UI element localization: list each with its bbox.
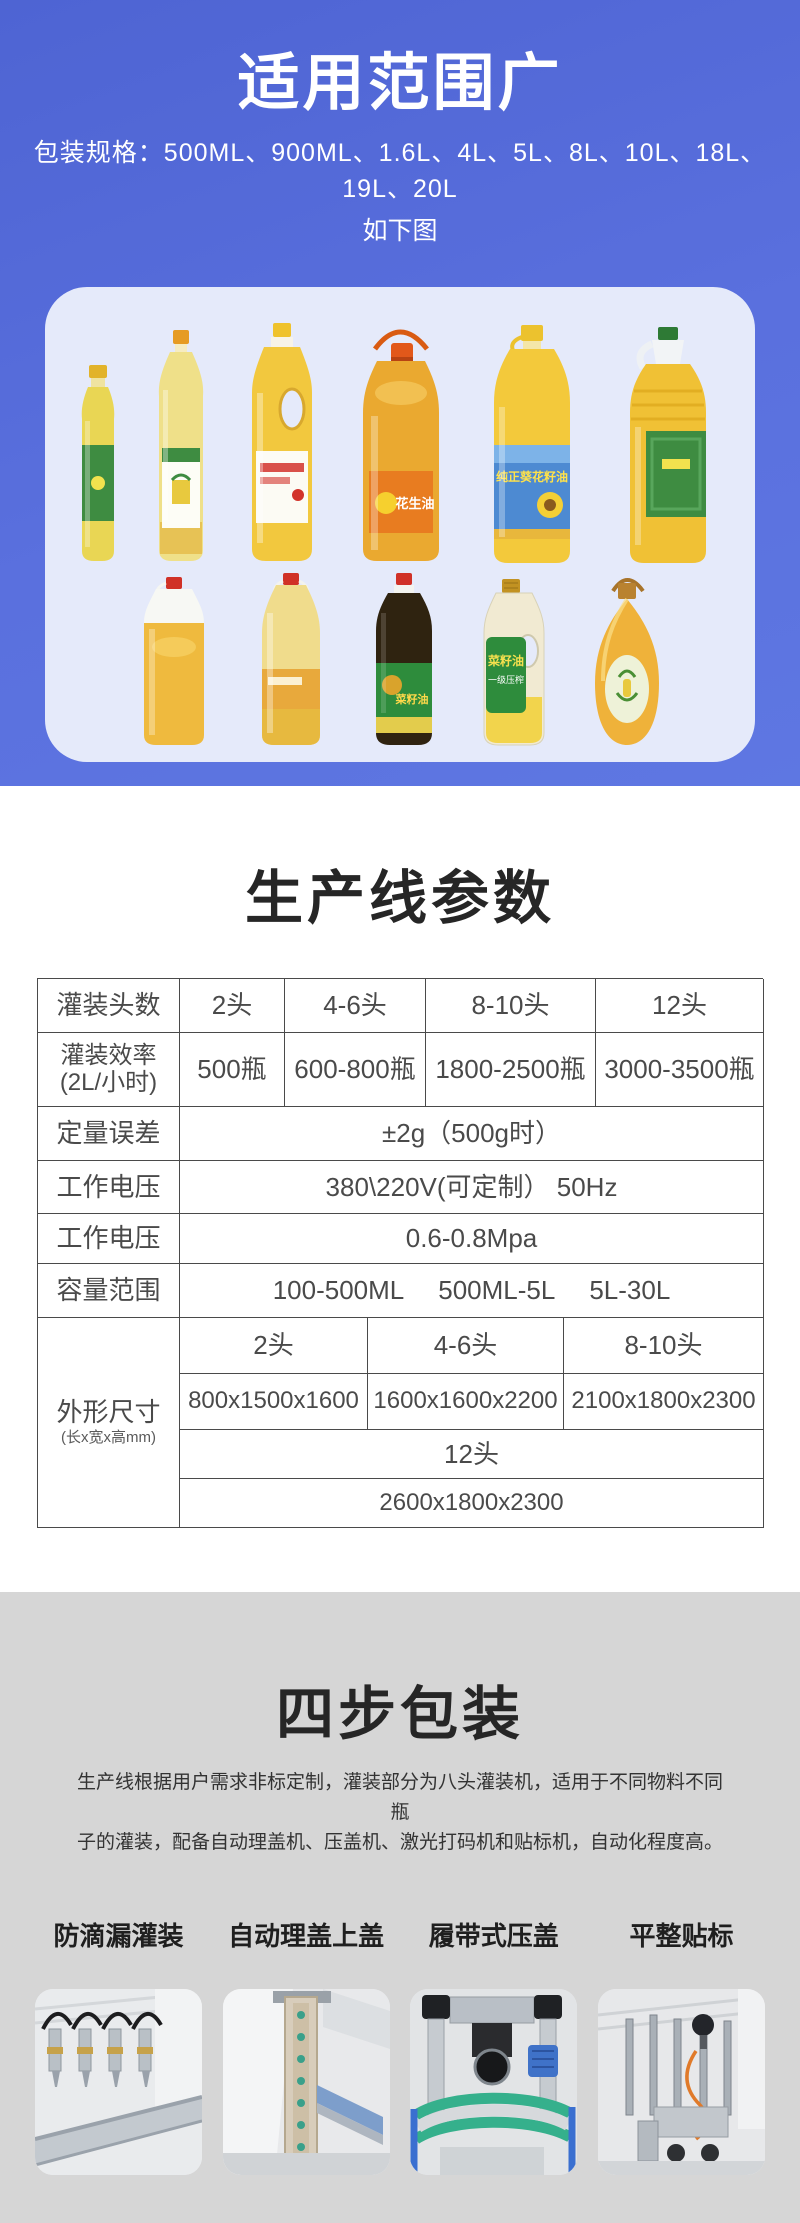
four-step-section: 四步包装 生产线根据用户需求非标定制，灌装部分为八头灌装机，适用于不同物料不同瓶… <box>0 1592 800 2223</box>
table-block-dimensions: 外形尺寸 (长x宽x高mm) 2头 4-6头 8-10头 800x1500x16… <box>38 1318 764 1528</box>
cell: 12头 <box>596 979 764 1033</box>
capacity-value: 500ML-5L <box>438 1275 556 1306</box>
step-photo-auto-capping-feed <box>222 1989 390 2176</box>
rapeseed2-label-line2: 一级压榨 <box>487 674 523 685</box>
step-photo-anti-drip-filling <box>35 1989 202 2176</box>
parameters-title: 生产线参数 <box>244 866 555 931</box>
bottle-showcase-panel: 花生油 纯正葵花籽油 <box>45 287 755 763</box>
step-labels-row: 防滴漏灌装 自动理盖上盖 履带式压盖 平整贴标 <box>35 1916 765 1953</box>
row-label: 容量范围 <box>38 1264 180 1318</box>
soybean-oil-bottle-image <box>261 573 320 746</box>
green-cap-oil-jug-image <box>630 327 706 564</box>
cap-elevator-illustration <box>222 1989 390 2176</box>
rapeseed-oil-jug-image: 菜籽油 一级压榨 <box>483 579 544 746</box>
filling-machine-illustration <box>35 1989 202 2176</box>
label-line2: (2L/小时) <box>59 1068 158 1096</box>
step-photo-flat-labeling <box>597 1989 765 2176</box>
description-line2: 子的灌装，配备自动理盖机、压盖机、激光打码机和贴标机，自动化程度高。 <box>76 1832 723 1854</box>
label-line2: (长x宽x高mm) <box>61 1429 156 1447</box>
cell: 2头 <box>180 979 285 1033</box>
step-photo-belt-capping <box>410 1989 578 2176</box>
cell: 100-500ML 500ML-5L 5L-30L <box>180 1264 764 1318</box>
row-label: 工作电压 <box>38 1161 180 1214</box>
dim-head: 2头 <box>180 1318 368 1374</box>
cell: 0.6-0.8Mpa <box>180 1214 764 1264</box>
teardrop-corn-oil-bottle-image <box>594 578 659 746</box>
see-below-note: 如下图 <box>362 217 438 246</box>
peanut-oil-jug-image: 花生油 <box>363 330 439 562</box>
four-step-title: 四步包装 <box>275 1682 524 1747</box>
cell: 8-10头 <box>426 979 596 1033</box>
row-label: 工作电压 <box>38 1214 180 1264</box>
table-row-voltage: 工作电压 380\220V(可定制） 50Hz <box>38 1161 764 1214</box>
capacity-value: 100-500ML <box>272 1275 405 1306</box>
bottle-row-2: 菜籽油 菜籽油 一级压榨 <box>45 573 755 749</box>
table-row-air-pressure: 工作电压 0.6-0.8Mpa <box>38 1214 764 1264</box>
description-line1: 生产线根据用户需求非标定制，灌装部分为八头灌装机，适用于不同物料不同瓶 <box>76 1772 723 1824</box>
table-row-dosing-error: 定量误差 ±2g（500g时） <box>38 1107 764 1161</box>
label-line1: 外形尺寸 <box>56 1397 161 1428</box>
parameters-section: 生产线参数 灌装头数 2头 4-6头 8-10头 12头 灌装效率 (2L/小时… <box>0 786 800 1592</box>
spec-table: 灌装头数 2头 4-6头 8-10头 12头 灌装效率 (2L/小时) 500瓶… <box>37 978 764 1528</box>
packaging-specs-text: 包装规格：500ML、900ML、1.6L、4L、5L、8L、10L、18L、1… <box>33 139 767 204</box>
step-label-anti-drip-filling: 防滴漏灌装 <box>53 1921 184 1952</box>
step-label-auto-capping-feed: 自动理盖上盖 <box>228 1921 385 1952</box>
sunflower-oil-bottle-image: 纯正葵花籽油 <box>494 325 570 564</box>
capacity-value: 5L-30L <box>589 1275 671 1306</box>
dim-head: 4-6头 <box>368 1318 564 1374</box>
hero-section: 适用范围广 包装规格：500ML、900ML、1.6L、4L、5L、8L、10L… <box>0 0 800 786</box>
plain-oil-jug-image <box>143 577 204 746</box>
cell: 600-800瓶 <box>285 1033 426 1107</box>
cell: 500瓶 <box>180 1033 285 1107</box>
dim-value-12: 2600x1800x2300 <box>180 1479 764 1528</box>
row-label: 灌装效率 (2L/小时) <box>38 1033 180 1107</box>
label-line1: 灌装效率 <box>60 1042 157 1070</box>
rapeseed-oil-label-text: 菜籽油 <box>394 692 428 706</box>
peanut-oil-handle-bottle-image <box>252 323 312 562</box>
dim-head-12: 12头 <box>180 1430 764 1479</box>
four-step-description: 生产线根据用户需求非标定制，灌装部分为八头灌装机，适用于不同物料不同瓶 子的灌装… <box>70 1768 730 1858</box>
step-label-belt-capping: 履带式压盖 <box>428 1921 559 1952</box>
dim-value: 2100x1800x2300 <box>564 1374 764 1430</box>
dim-value: 800x1500x1600 <box>180 1374 368 1430</box>
table-row-filling-heads: 灌装头数 2头 4-6头 8-10头 12头 <box>38 979 764 1033</box>
step-photos-row <box>35 1989 765 2176</box>
cell: 4-6头 <box>285 979 426 1033</box>
cell: 380\220V(可定制） 50Hz <box>180 1161 764 1214</box>
corn-oil-small-bottle-image <box>81 365 115 562</box>
sunflower-oil-label-text: 纯正葵花籽油 <box>496 469 568 484</box>
step-label-flat-labeling: 平整贴标 <box>629 1921 734 1952</box>
dim-value: 1600x1600x2200 <box>368 1374 564 1430</box>
peanut-oil-label-text: 花生油 <box>395 496 434 511</box>
rapeseed2-label-line1: 菜籽油 <box>486 653 523 668</box>
table-row-filling-efficiency: 灌装效率 (2L/小时) 500瓶 600-800瓶 1800-2500瓶 30… <box>38 1033 764 1107</box>
row-label: 灌装头数 <box>38 979 180 1033</box>
dim-head: 8-10头 <box>564 1318 764 1374</box>
table-row-capacity-range: 容量范围 100-500ML 500ML-5L 5L-30L <box>38 1264 764 1318</box>
cell: 1800-2500瓶 <box>426 1033 596 1107</box>
row-label: 定量误差 <box>38 1107 180 1161</box>
dark-rapeseed-oil-bottle-image: 菜籽油 <box>375 573 432 746</box>
hero-title: 适用范围广 <box>237 49 563 118</box>
cell: ±2g（500g时） <box>180 1107 764 1161</box>
capacity-values: 100-500ML 500ML-5L 5L-30L <box>273 1276 671 1305</box>
cell: 3000-3500瓶 <box>596 1033 764 1107</box>
capping-machine-illustration <box>410 1989 578 2176</box>
corn-oil-bottle-image <box>158 330 204 562</box>
row-label-dimensions: 外形尺寸 (长x宽x高mm) <box>38 1318 180 1528</box>
bottle-row-1: 花生油 纯正葵花籽油 <box>45 323 755 565</box>
labeling-machine-illustration <box>597 1989 765 2176</box>
